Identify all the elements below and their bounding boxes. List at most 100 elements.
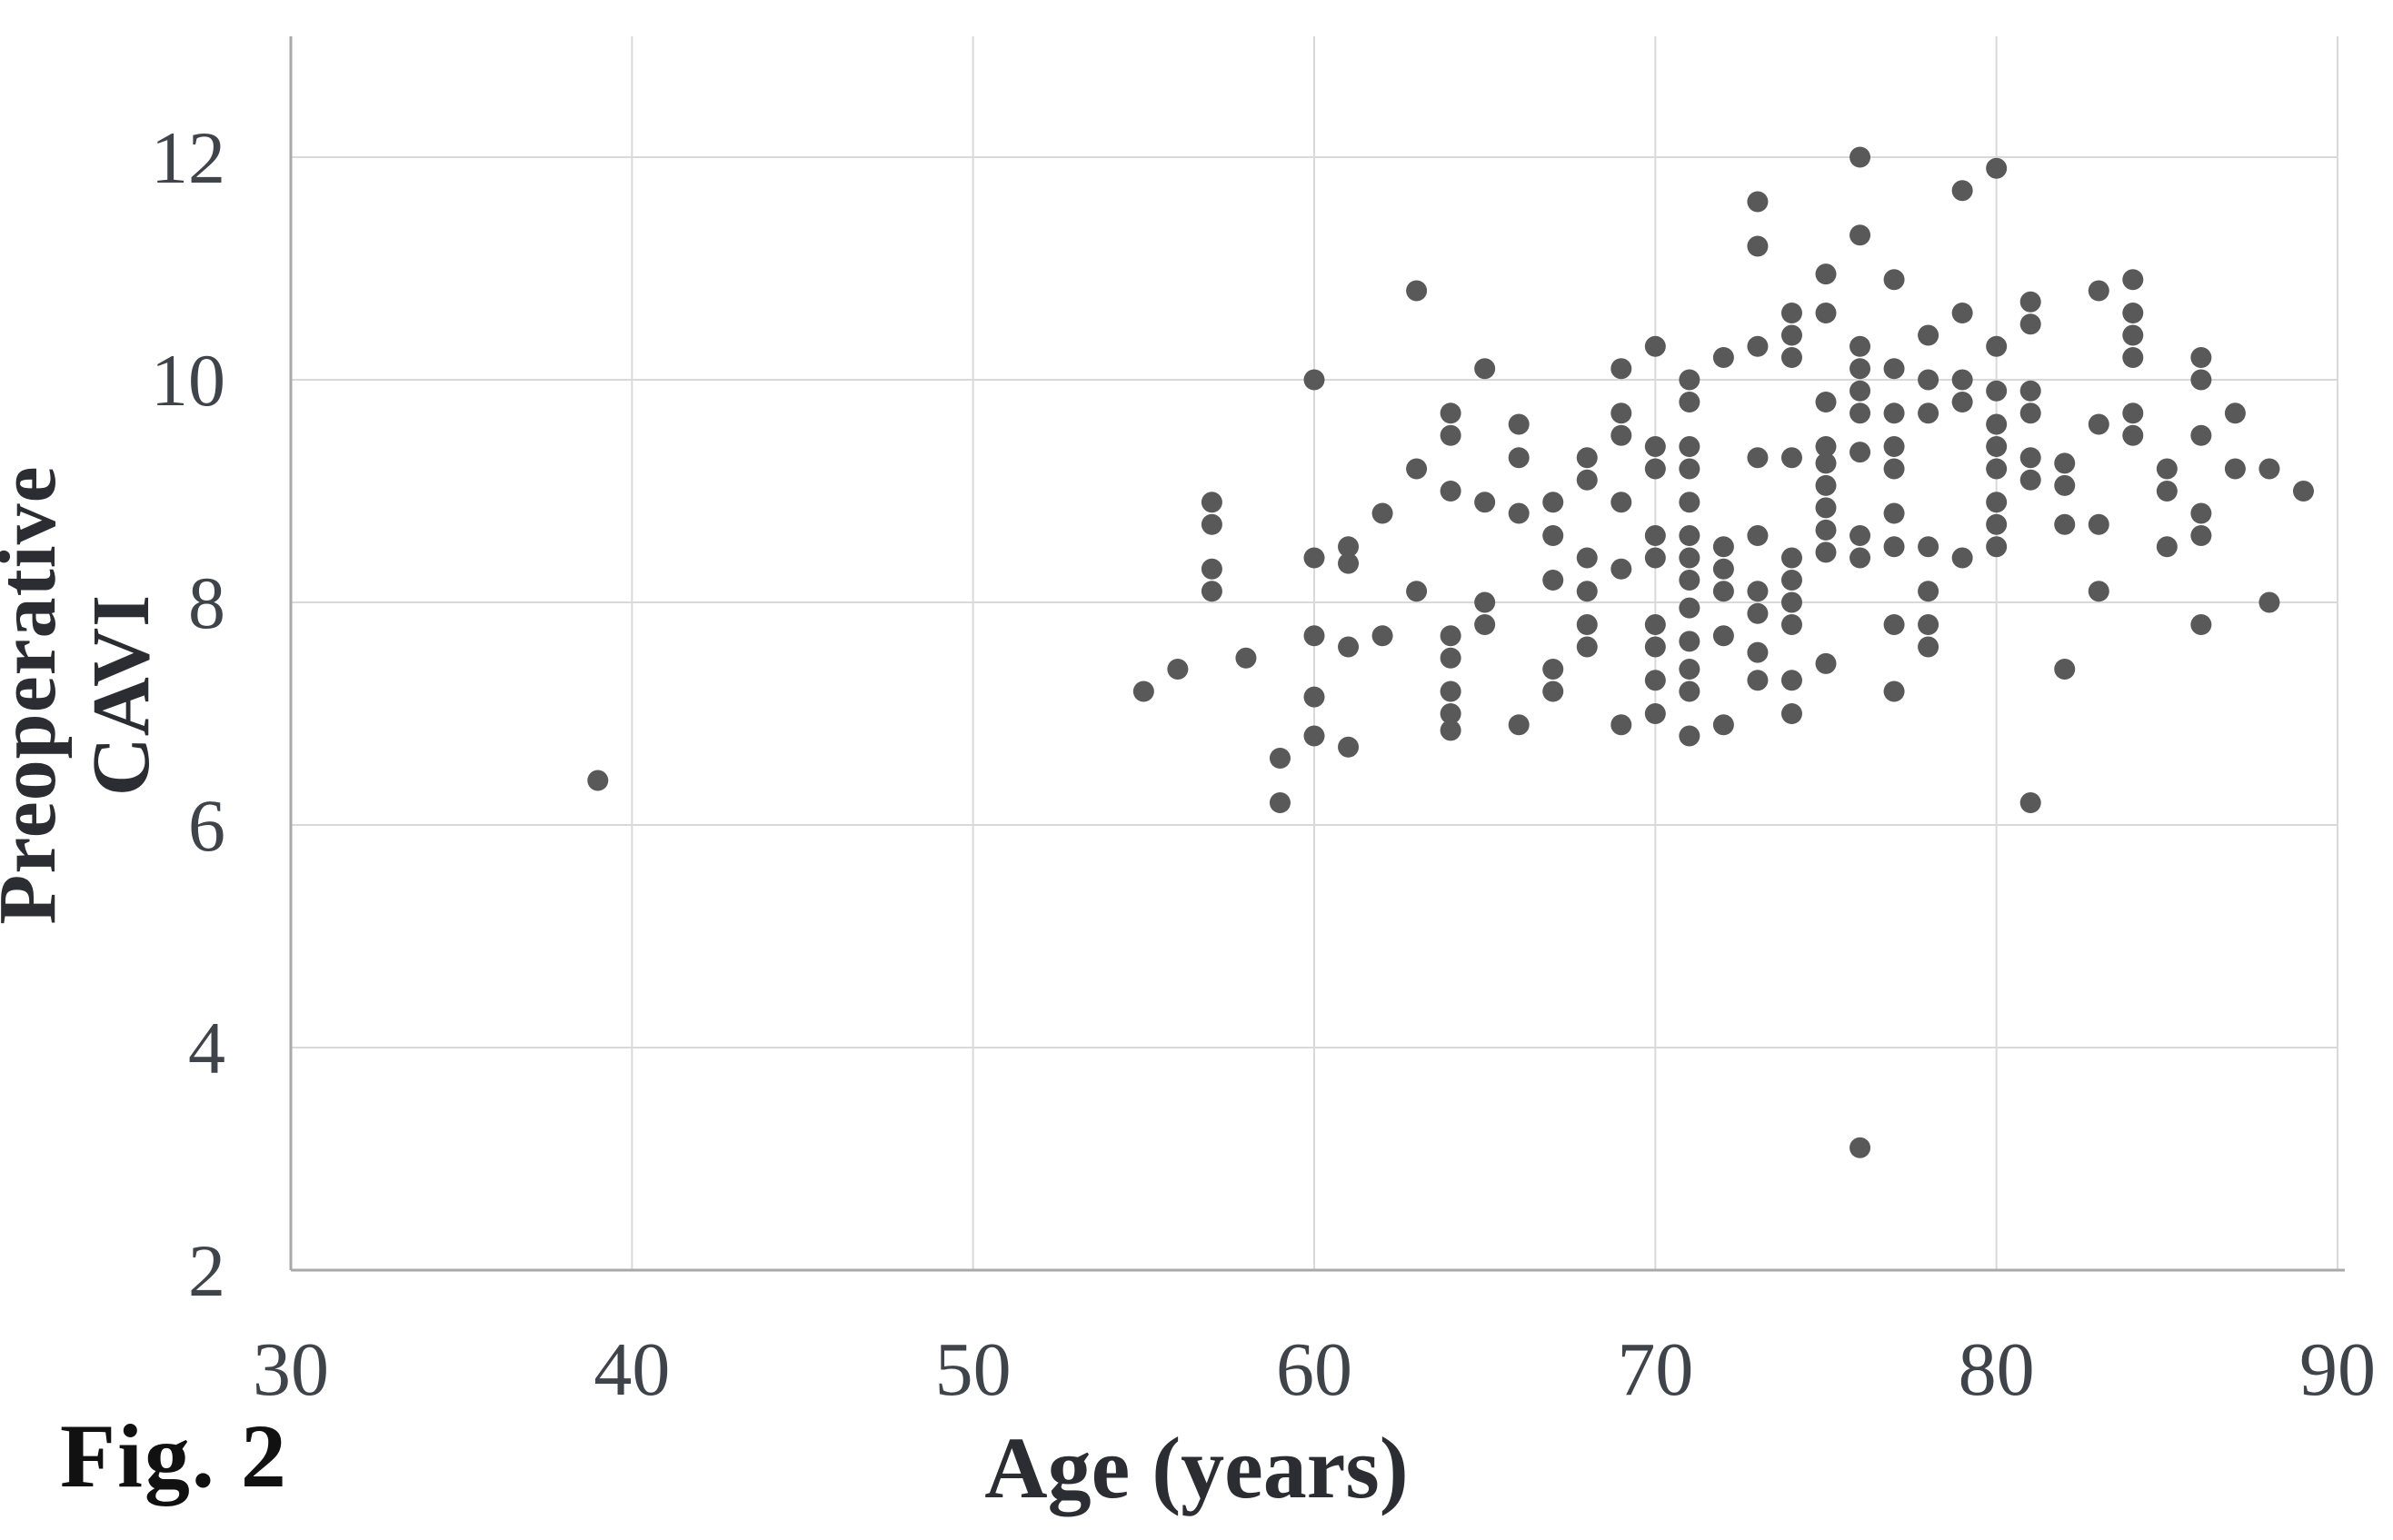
- data-point: [1371, 625, 1393, 647]
- data-point: [2088, 513, 2109, 535]
- data-point: [1440, 703, 1461, 724]
- data-point: [1201, 513, 1222, 535]
- data-point: [2190, 347, 2212, 368]
- data-point: [1883, 502, 1905, 524]
- x-tick-label: 30: [253, 1327, 329, 1412]
- data-point: [1850, 1137, 1871, 1158]
- data-point: [1918, 324, 1939, 346]
- data-point: [1576, 447, 1598, 469]
- data-point: [1644, 525, 1666, 546]
- data-point: [1850, 402, 1871, 424]
- data-point: [2224, 402, 2246, 424]
- figure-number-label: Fig. 2: [60, 1406, 288, 1506]
- data-point: [1850, 335, 1871, 357]
- data-point: [1508, 502, 1530, 524]
- y-tick-label: 12: [151, 116, 225, 199]
- data-point: [1986, 458, 2008, 480]
- data-point: [1508, 714, 1530, 736]
- data-point: [1780, 670, 1802, 691]
- data-point: [1883, 536, 1905, 558]
- data-point: [1951, 369, 1973, 391]
- data-point: [1712, 347, 1734, 368]
- data-point: [1201, 558, 1222, 580]
- data-point: [1338, 536, 1360, 558]
- data-point: [1850, 525, 1871, 546]
- data-point: [1883, 269, 1905, 291]
- data-point: [1815, 263, 1837, 285]
- data-point: [1303, 686, 1325, 708]
- data-point: [1679, 570, 1700, 591]
- data-point: [1610, 358, 1632, 380]
- data-point: [1850, 380, 1871, 402]
- data-point: [1918, 636, 1939, 658]
- data-point: [1542, 570, 1564, 591]
- data-point: [1815, 541, 1837, 563]
- data-point: [1644, 614, 1666, 635]
- data-point: [1850, 442, 1871, 463]
- data-point: [1780, 614, 1802, 635]
- data-point: [1815, 652, 1837, 674]
- data-point: [1883, 614, 1905, 635]
- data-point: [1679, 492, 1700, 513]
- data-point: [2019, 380, 2041, 402]
- data-point: [1815, 452, 1837, 474]
- data-point: [1747, 641, 1769, 663]
- data-point: [1780, 703, 1802, 724]
- data-point: [2088, 280, 2109, 302]
- x-axis-title: Age (years): [984, 1419, 1409, 1516]
- data-point: [2054, 513, 2076, 535]
- data-point: [1780, 547, 1802, 569]
- y-tick-label: 10: [151, 339, 225, 422]
- data-point: [1610, 402, 1632, 424]
- data-point: [1474, 591, 1496, 613]
- data-point: [1780, 303, 1802, 323]
- data-point: [1747, 235, 1769, 257]
- data-point: [1747, 335, 1769, 357]
- data-point: [1780, 447, 1802, 469]
- data-point: [1918, 369, 1939, 391]
- data-point: [1780, 570, 1802, 591]
- x-tick-label: 60: [1276, 1327, 1352, 1412]
- data-point: [1576, 547, 1598, 569]
- data-point: [1986, 436, 2008, 457]
- data-point: [1780, 347, 1802, 368]
- data-point: [2190, 614, 2212, 635]
- data-point: [2292, 481, 2314, 502]
- data-point: [2019, 291, 2041, 313]
- data-point: [1986, 413, 2008, 435]
- data-point: [2019, 402, 2041, 424]
- data-point: [1918, 402, 1939, 424]
- data-point: [2156, 481, 2178, 502]
- data-point: [1235, 647, 1257, 669]
- data-point: [1474, 492, 1496, 513]
- data-point: [1542, 659, 1564, 680]
- data-point: [1440, 625, 1461, 647]
- data-point: [1679, 681, 1700, 702]
- data-point: [2122, 402, 2144, 424]
- data-point: [1815, 392, 1837, 412]
- data-point: [1644, 636, 1666, 658]
- x-tick-label: 40: [593, 1327, 670, 1412]
- data-point: [1644, 670, 1666, 691]
- data-point: [2190, 424, 2212, 446]
- data-point: [1883, 402, 1905, 424]
- data-point: [1850, 358, 1871, 380]
- data-point: [1815, 303, 1837, 323]
- data-point: [1679, 369, 1700, 391]
- data-point: [1644, 458, 1666, 480]
- data-point: [1712, 558, 1734, 580]
- y-tick-label: 6: [188, 784, 225, 867]
- data-point: [2088, 581, 2109, 602]
- data-point: [2190, 369, 2212, 391]
- data-point: [2190, 502, 2212, 524]
- data-point: [1610, 492, 1632, 513]
- data-point: [1986, 536, 2008, 558]
- data-point: [1610, 714, 1632, 736]
- data-point: [1951, 547, 1973, 569]
- data-point: [1679, 436, 1700, 457]
- data-point: [1747, 191, 1769, 213]
- data-point: [2156, 458, 2178, 480]
- data-point: [1712, 714, 1734, 736]
